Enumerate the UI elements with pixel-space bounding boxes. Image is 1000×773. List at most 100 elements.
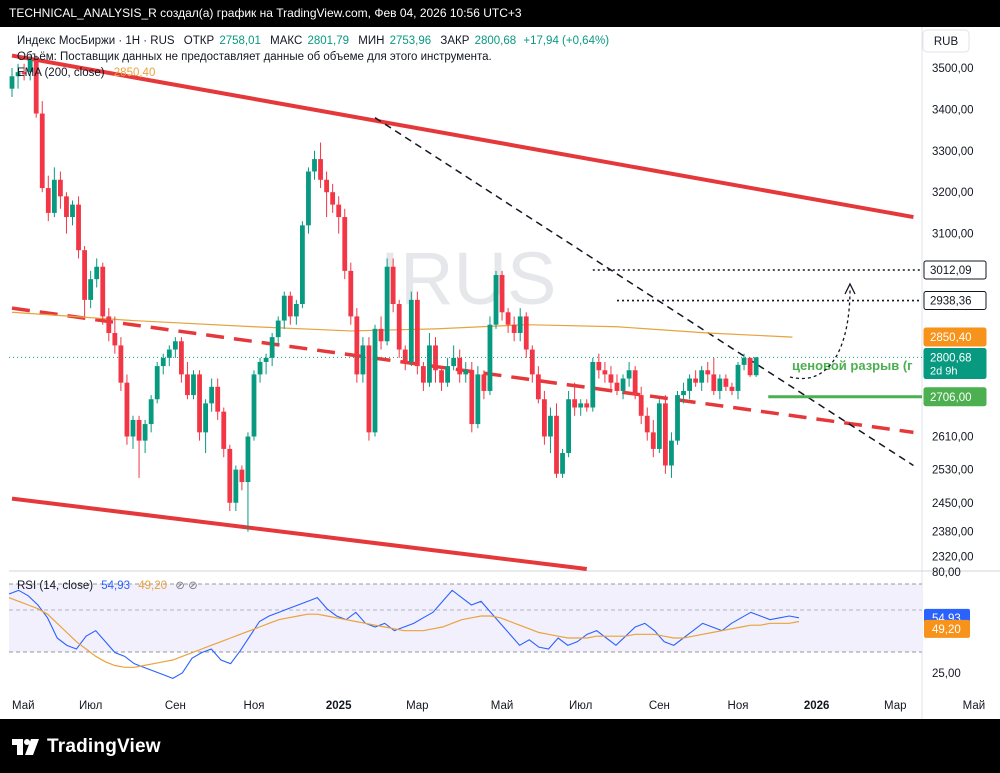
candlestick-series[interactable] [9,55,759,532]
candle-body [106,316,112,333]
candle-body [396,304,402,350]
candle-body [215,386,221,412]
trend-dashed-line[interactable] [374,117,914,467]
rsi-legend: RSI (14, close) 54,93 49,20 ⊘ ⊘ [17,580,198,592]
legend-ema: EMA (200, close) 2850,40 [17,67,155,79]
rsi-tick-label: 25,00 [932,668,961,680]
candle-body [324,179,329,193]
candle-body [245,436,251,483]
legend-close-label: ЗАКР [440,35,469,47]
candle-body [517,316,523,333]
time-tick-label: Мар [884,700,907,712]
arrowhead-icon [844,282,856,295]
legend-ohlc-line: Индекс МосБиржи · 1Н · RUS ОТКР 2758,01 … [17,35,609,47]
candle-body [729,386,735,391]
time-tick-label: Май [491,700,514,712]
candle-body [656,403,662,449]
price-axis-badge: 3012,09 [923,260,987,280]
candle-body [172,341,178,350]
candle-body [469,370,475,425]
chart-svg[interactable]: IRUS ценовой разрыв (г Индекс МосБиржи ·… [0,27,1000,719]
candle-body [741,357,747,365]
candle-body [263,357,269,362]
chart-panel[interactable]: IRUS ценовой разрыв (г Индекс МосБиржи ·… [0,27,1000,719]
candle-body [233,469,239,503]
time-tick-label: Сен [649,700,670,712]
candle-body [88,279,94,300]
legend-low-value: 2753,96 [390,35,432,47]
price-axis-badge: 2706,00 [923,387,987,407]
candle-body [82,250,87,300]
time-tick-label: Сен [165,700,186,712]
candle-body [39,113,45,189]
rsi-ma-value-badge: 49,20 [924,619,970,638]
price-gap-annotation[interactable]: ценовой разрыв (г [789,282,913,380]
candle-body [463,370,469,375]
tradingview-logo[interactable]: TradingView [12,735,161,759]
candle-body [197,374,202,433]
candle-body [475,374,481,425]
time-tick-label: 2025 [326,700,352,712]
candle-body [275,320,281,338]
candle-body [124,382,130,437]
time-tick-label: Ноя [728,700,749,712]
candle-body [542,399,547,437]
currency-label: RUB [934,36,959,48]
candle-body [384,266,390,342]
candle-body [511,324,517,333]
candle-body [312,159,317,172]
candle-body [360,345,366,375]
candle-body [663,403,668,466]
drawing-lines[interactable] [11,53,922,571]
candle-body [481,374,487,391]
candle-body [354,316,360,375]
price-axis[interactable]: 3500,00 3400,00 3300,00 3200,00 3100,00 2610,… [932,63,974,564]
candle-body [70,204,75,218]
candle-body [112,332,118,346]
price-axis-badge-value: 2706,00 [930,392,972,404]
candle-body [209,386,215,404]
candle-body [342,217,348,271]
candle-body [578,403,584,408]
candle-body [650,432,656,449]
channel-upper-line[interactable] [11,53,914,220]
candle-body [572,399,578,408]
candle-body [251,374,257,437]
candle-body [699,370,705,383]
candle-body [427,345,432,383]
candle-body [560,453,565,474]
candle-body [293,304,299,317]
candle-body [433,345,438,371]
rsi-band-fill [9,584,922,652]
currency-button[interactable]: RUB [922,29,970,53]
chart-legend: Индекс МосБиржи · 1Н · RUS ОТКР 2758,01 … [17,35,609,79]
candle-body [632,370,638,396]
tradingview-logo-icon [12,739,39,755]
candle-body [9,76,15,89]
candle-body [58,179,63,197]
price-pane[interactable] [9,39,922,569]
legend-close-value: 2800,68 [475,35,517,47]
candle-body [711,374,717,391]
time-axis[interactable]: Май Июл Сен Ноя 2025 Мар Май Июл Сен Ноя 2026 Мар Ма… [12,700,985,712]
candle-body [590,361,596,408]
channel-lower-line[interactable] [11,496,587,571]
candle-body [529,349,535,375]
candle-body [142,424,148,441]
rsi-ma-line [8,597,800,668]
price-axis-badge: 2938,36 [923,291,987,311]
candle-body [608,374,614,383]
candle-body [505,312,511,325]
candle-body [148,399,154,425]
price-tick-label: 2380,00 [932,527,974,539]
candle-body [535,374,541,400]
channel-mid-dashed-line[interactable] [11,306,914,435]
candle-body [493,275,499,325]
candle-body [705,370,711,375]
candle-body [378,328,384,342]
rsi-series[interactable] [8,589,800,679]
price-tick-label: 3100,00 [932,229,974,241]
price-axis-badge-countdown: 2d 9h [930,366,958,378]
